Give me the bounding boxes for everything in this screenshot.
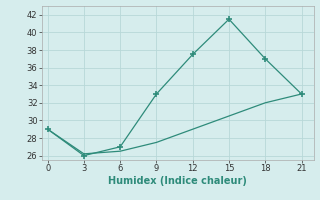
X-axis label: Humidex (Indice chaleur): Humidex (Indice chaleur) [108,176,247,186]
